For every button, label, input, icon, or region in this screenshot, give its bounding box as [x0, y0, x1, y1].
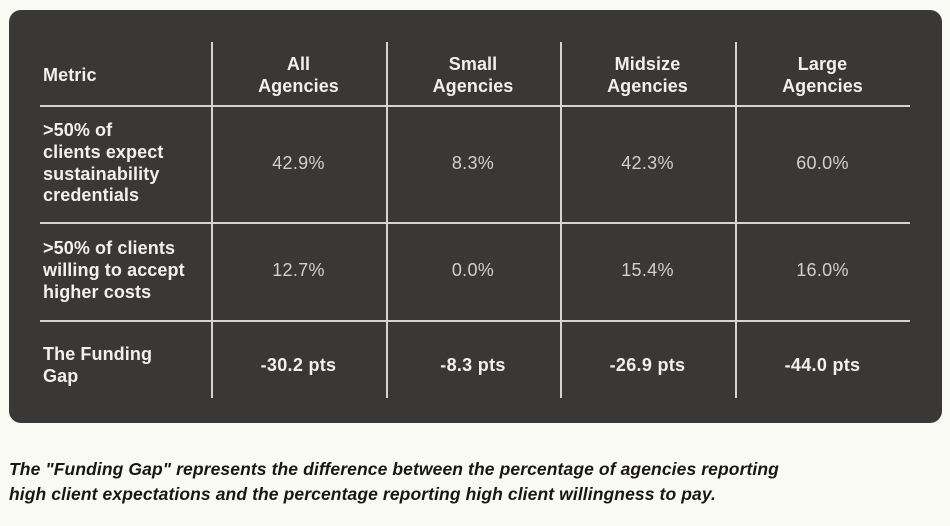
column-divider-3 [560, 42, 562, 398]
row-label-expect-sustainability: >50% of clients expect sustainability cr… [43, 119, 164, 206]
value-gap-large: -44.0 pts [784, 355, 861, 376]
row-divider-1 [40, 222, 910, 224]
value-gap-small: -8.3 pts [440, 355, 506, 376]
value-accept-midsize: 15.4% [621, 260, 674, 281]
column-divider-2 [386, 42, 388, 398]
value-expect-all: 42.9% [272, 152, 325, 173]
row-divider-header [40, 105, 910, 107]
row-label-accept-higher-costs: >50% of clients willing to accept higher… [43, 238, 185, 302]
value-gap-all: -30.2 pts [260, 355, 337, 376]
row-divider-2 [40, 320, 910, 322]
metrics-table: Metric All Agencies Small Agencies Midsi… [9, 10, 910, 412]
value-expect-large: 60.0% [796, 152, 849, 173]
column-header-small-agencies: Small Agencies [432, 53, 514, 96]
funding-gap-footnote: The "Funding Gap" represents the differe… [9, 459, 779, 504]
value-expect-small: 8.3% [451, 152, 495, 173]
funding-gap-table-card: Metric All Agencies Small Agencies Midsi… [9, 10, 942, 423]
value-expect-midsize: 42.3% [621, 152, 674, 173]
column-divider-1 [211, 42, 213, 398]
value-gap-midsize: -26.9 pts [609, 355, 686, 376]
column-divider-4 [735, 42, 737, 398]
column-header-midsize-agencies: Midsize Agencies [607, 53, 688, 96]
column-header-metric: Metric [43, 64, 97, 85]
value-accept-all: 12.7% [272, 260, 325, 281]
value-accept-small: 0.0% [451, 260, 495, 281]
row-label-funding-gap: The Funding Gap [43, 344, 153, 386]
value-accept-large: 16.0% [796, 260, 849, 281]
column-header-all-agencies: All Agencies [258, 53, 339, 96]
column-header-large-agencies: Large Agencies [782, 53, 863, 96]
